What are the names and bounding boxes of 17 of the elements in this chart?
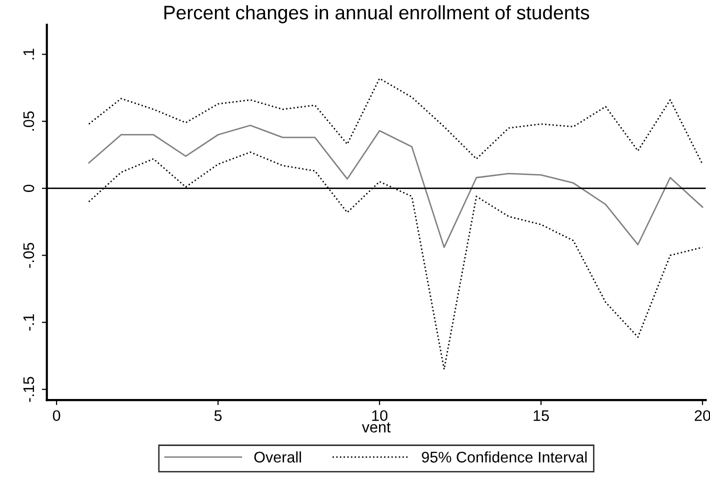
y-tick-label: 0	[23, 184, 34, 192]
y-tick-label: .1	[23, 48, 34, 60]
x-tick-label: 0	[52, 410, 60, 422]
y-tick-label: -.05	[23, 242, 34, 268]
x-tick-label: 10	[372, 410, 388, 422]
x-tick-label: 20	[694, 410, 710, 422]
x-tick-label: 15	[534, 410, 549, 422]
line-series	[88, 78, 704, 165]
y-tick-label: .05	[23, 111, 34, 131]
x-axis-title: vent	[362, 422, 391, 432]
y-tick-label: -.15	[23, 376, 34, 402]
line-series	[88, 124, 704, 248]
y-tick-label: -.1	[23, 314, 34, 331]
legend-label: 95% Confidence Interval	[422, 451, 587, 463]
x-tick-label: 5	[214, 410, 222, 422]
chart-title: Percent changes in annual enrollment of students	[164, 5, 590, 24]
legend-label: Overall	[254, 451, 301, 463]
